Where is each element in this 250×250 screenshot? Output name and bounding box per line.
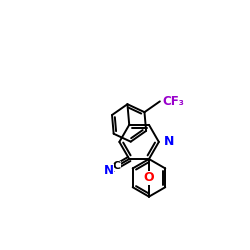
Text: N: N [164, 136, 174, 148]
Text: CF₃: CF₃ [163, 95, 184, 108]
Text: N: N [104, 164, 114, 177]
Text: C: C [112, 161, 121, 171]
Text: O: O [144, 171, 154, 184]
